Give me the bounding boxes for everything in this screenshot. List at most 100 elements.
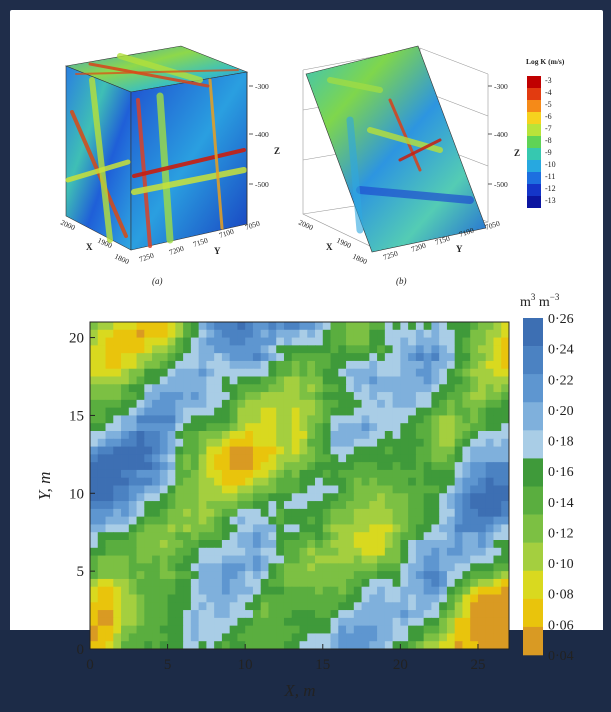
heatmap-cell <box>276 571 285 580</box>
heatmap-cell <box>361 399 370 409</box>
panel-a-z-tick: -300 <box>255 82 269 91</box>
heatmap-cell <box>454 415 463 424</box>
heatmap-cell <box>198 625 207 634</box>
heatmap-cell <box>307 586 316 595</box>
heatmap-cell <box>268 610 277 619</box>
heatmap-cell <box>221 594 231 603</box>
heatmap-cell <box>369 571 378 580</box>
heatmap-cell <box>214 524 223 533</box>
heatmap-cell <box>260 586 269 595</box>
heatmap-cell <box>315 625 324 634</box>
heatmap-cell <box>446 485 456 494</box>
heatmap-cell <box>144 353 153 362</box>
heatmap-cell <box>361 368 370 377</box>
heatmap-cell <box>260 438 269 447</box>
heatmap-cell <box>377 337 386 346</box>
heatmap-cell <box>377 384 386 393</box>
heatmap-cell <box>477 524 487 533</box>
heatmap-cell <box>338 571 347 580</box>
x-tick-label: 20 <box>393 657 408 673</box>
heatmap-cell <box>237 446 246 455</box>
heatmap-cell <box>190 602 200 611</box>
heatmap-cell <box>113 540 122 549</box>
heatmap-cell <box>501 633 510 642</box>
heatmap-cell <box>144 532 153 541</box>
heatmap-cell <box>159 602 168 611</box>
heatmap-cell <box>369 337 378 346</box>
heatmap-cell <box>90 337 99 346</box>
heatmap-cell <box>338 633 347 642</box>
heatmap-cell <box>260 345 269 354</box>
heatmap-cell <box>338 485 347 494</box>
heatmap-cell <box>128 524 137 533</box>
heatmap-cell <box>260 353 269 362</box>
heatmap-cell <box>392 360 401 370</box>
heatmap-cell <box>175 407 184 416</box>
heatmap-cell <box>415 384 425 393</box>
heatmap-cell <box>121 454 130 463</box>
heatmap-cell <box>229 423 238 432</box>
heatmap-cell <box>252 524 262 533</box>
heatmap-cell <box>477 586 487 595</box>
heatmap-cell <box>214 532 223 541</box>
heatmap-cell <box>307 563 316 572</box>
heatmap-cell <box>315 617 324 627</box>
heatmap-cell <box>268 462 277 471</box>
heatmap-cell <box>198 493 207 502</box>
heatmap-cell <box>392 438 401 447</box>
heatmap-cell <box>377 329 386 338</box>
heatmap-cell <box>501 501 510 510</box>
heatmap-cell <box>105 633 114 642</box>
heatmap-cell <box>408 329 417 338</box>
heatmap-cell <box>260 501 269 510</box>
heatmap-cell <box>175 540 184 549</box>
logk-legend-swatch <box>527 88 541 100</box>
heatmap-cell <box>136 376 145 385</box>
heatmap-cell <box>268 532 277 541</box>
heatmap-cell <box>152 586 161 595</box>
panel-a-cube <box>64 45 249 251</box>
heatmap-cell <box>307 462 316 471</box>
heatmap-cell <box>346 625 355 634</box>
heatmap-cell <box>229 532 238 541</box>
heatmap-cell <box>268 399 277 409</box>
heatmap-cell <box>439 633 448 642</box>
heatmap-cell <box>221 524 231 533</box>
heatmap-cell <box>159 594 168 603</box>
heatmap-cell <box>415 392 425 401</box>
heatmap-cell <box>307 540 316 549</box>
heatmap-cell <box>454 392 463 401</box>
heatmap-cell <box>446 423 456 432</box>
heatmap-cell <box>97 493 106 502</box>
heatmap-cell <box>462 438 471 447</box>
heatmap-cell <box>477 431 487 440</box>
heatmap-cell <box>229 345 238 354</box>
heatmap-cell <box>136 329 145 338</box>
heatmap-cell <box>152 594 161 603</box>
heatmap-cell <box>291 407 300 416</box>
heatmap-cell <box>121 501 130 510</box>
heatmap-cell <box>322 399 331 409</box>
heatmap-cell <box>260 516 269 525</box>
heatmap-cell <box>299 485 308 494</box>
heatmap-cell <box>439 337 448 346</box>
heatmap-cell <box>252 329 262 338</box>
heatmap-cell <box>477 633 487 642</box>
heatmap-cell <box>190 540 200 549</box>
heatmap-cell <box>245 384 254 393</box>
heatmap-cell <box>90 368 99 377</box>
heatmap-cell <box>144 469 153 479</box>
heatmap-cell <box>431 423 440 432</box>
heatmap-cell <box>408 462 417 471</box>
heatmap-cell <box>462 578 471 588</box>
heatmap-cell <box>377 407 386 416</box>
heatmap-cell <box>439 431 448 440</box>
heatmap-cell <box>322 368 331 377</box>
heatmap-cell <box>245 516 254 525</box>
heatmap-cell <box>260 454 269 463</box>
heatmap-cell <box>237 322 246 331</box>
heatmap-cell <box>477 407 487 416</box>
heatmap-cell <box>252 392 262 401</box>
heatmap-cell <box>454 524 463 533</box>
heatmap-cell <box>485 485 494 494</box>
